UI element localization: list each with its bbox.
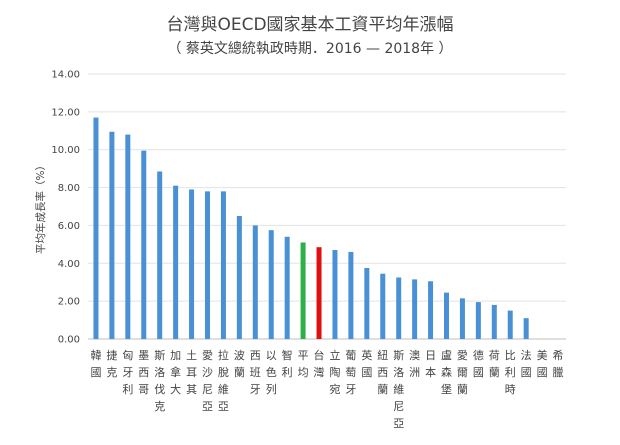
bar [173, 185, 179, 339]
bar [491, 304, 497, 339]
bar [444, 292, 449, 339]
x-category-label: 愛沙尼亞 [202, 349, 213, 413]
bar [523, 318, 529, 339]
y-tick-label: 12.00 [51, 107, 80, 118]
y-tick-label: 4.00 [58, 259, 80, 270]
bar [125, 134, 131, 339]
x-category-label: 墨西哥 [138, 349, 149, 396]
x-category-label: 匈牙利 [122, 348, 133, 396]
bar [475, 302, 481, 339]
x-category-label: 以色列 [266, 349, 277, 396]
chart-subtitle: （ 蔡英文總統執政時期．2016 — 2018年 ） [167, 41, 453, 57]
x-category-label: 澳洲 [409, 349, 420, 379]
bar [252, 225, 258, 339]
bar [348, 251, 354, 339]
x-axis-category-labels: 韓國捷克匈牙利墨西哥斯洛伐克加拿大土耳其愛沙尼亞拉脫維亞波蘭西班牙以色列智利平均… [90, 348, 563, 430]
y-axis-label: 平均年成長率（%） [34, 160, 47, 254]
x-category-label: 德國 [473, 348, 484, 379]
x-category-label: 荷蘭 [489, 349, 500, 379]
x-category-label: 拉脫維亞 [218, 348, 229, 413]
x-category-label: 加拿大 [170, 349, 181, 396]
gridlines [88, 73, 566, 340]
x-category-label: 台灣 [314, 348, 325, 379]
x-category-label: 葡萄牙 [345, 349, 356, 396]
bar [507, 310, 513, 339]
x-category-label: 希臘 [553, 348, 564, 379]
bar [316, 247, 322, 339]
y-tick-label: 8.00 [58, 183, 80, 194]
bar [236, 215, 242, 339]
x-category-label: 西班牙 [250, 349, 261, 396]
bar [380, 273, 386, 339]
x-category-label: 日本 [425, 349, 436, 379]
x-category-label: 平均 [298, 349, 309, 379]
bar [109, 131, 115, 339]
y-axis-ticks: 0.00 2.00 4.00 6.00 8.00 10.00 12.00 14.00 [51, 70, 80, 346]
x-category-label: 智利 [282, 348, 293, 379]
x-category-label: 愛爾蘭 [457, 349, 468, 396]
bar [300, 242, 306, 339]
x-category-label: 比利時 [505, 349, 516, 396]
y-tick-label: 6.00 [58, 221, 80, 232]
x-category-label: 捷克 [106, 348, 117, 379]
x-category-label: 紐西蘭 [377, 349, 388, 396]
x-category-label: 美國 [537, 349, 548, 379]
bar [220, 191, 226, 339]
bar [141, 150, 147, 339]
bar [268, 230, 274, 339]
x-category-label: 波蘭 [234, 349, 245, 379]
bar [332, 250, 338, 339]
bar [284, 236, 290, 339]
x-category-label: 法國 [521, 348, 532, 379]
y-tick-label: 0.00 [58, 335, 80, 346]
bar [459, 298, 465, 339]
bar [189, 189, 195, 339]
bars [93, 117, 529, 340]
y-tick-label: 2.00 [58, 297, 80, 308]
y-tick-label: 14.00 [51, 70, 80, 81]
x-category-label: 斯洛伐克 [154, 349, 165, 413]
x-category-label: 韓國 [90, 349, 101, 379]
x-category-label: 盧森堡 [441, 348, 452, 396]
bar [93, 117, 99, 340]
x-category-label: 英國 [361, 348, 372, 379]
bar [428, 281, 434, 339]
x-category-label: 斯洛維尼亞 [393, 349, 404, 430]
x-category-label: 立陶宛 [329, 348, 340, 396]
bar [157, 171, 163, 339]
y-tick-label: 10.00 [51, 145, 80, 156]
bar [396, 277, 402, 339]
bar [205, 191, 210, 339]
bar [412, 279, 418, 339]
x-category-label: 土耳其 [186, 349, 197, 396]
chart-title: 台灣與OECD國家基本工資平均年漲幅 [166, 15, 454, 35]
bar [364, 268, 370, 339]
